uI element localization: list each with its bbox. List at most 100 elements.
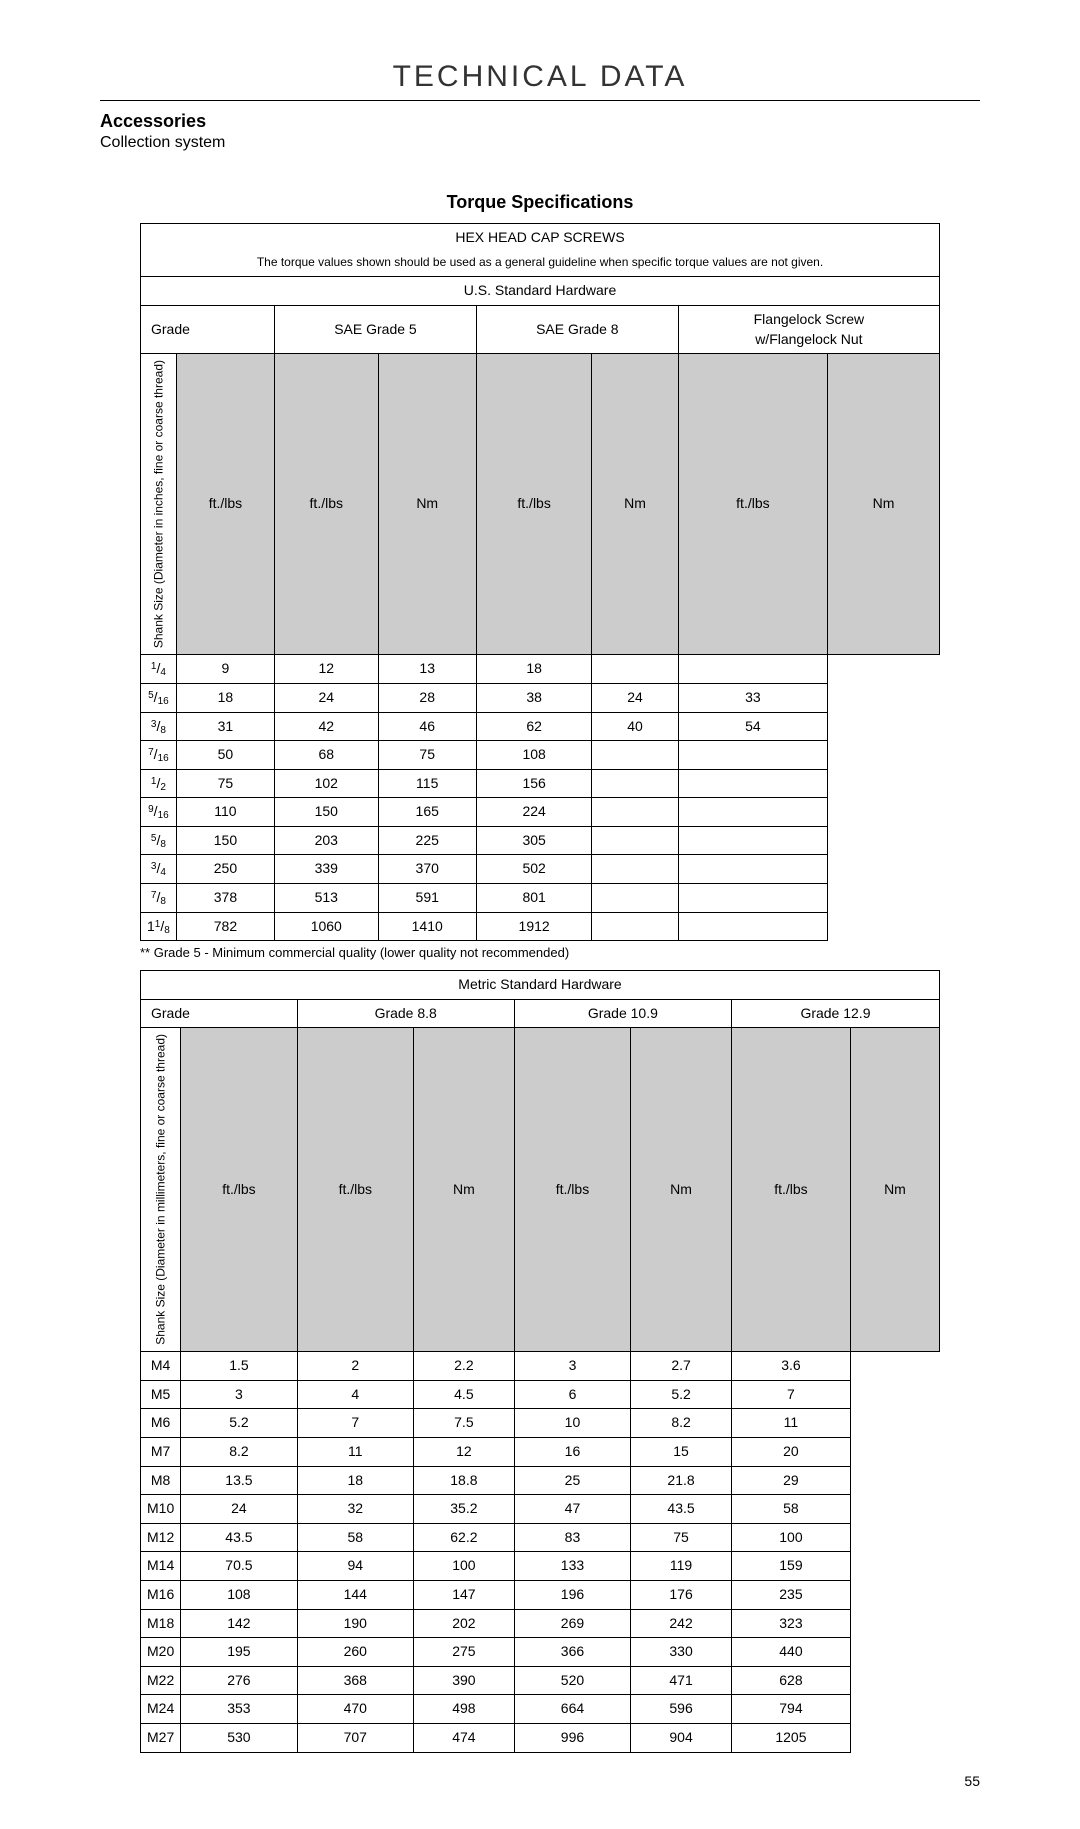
table-row: 5/8150203225305 <box>141 826 940 855</box>
table-cell: 7/8 <box>141 884 177 913</box>
metric-col-109: Grade 10.9 <box>514 999 731 1028</box>
table-cell: 24 <box>181 1495 297 1524</box>
title-rule <box>100 100 980 101</box>
table-cell: 33 <box>678 683 827 712</box>
table-cell: M24 <box>141 1695 181 1724</box>
table-row: M18142190202269242323 <box>141 1609 940 1638</box>
table-cell: M5 <box>141 1380 181 1409</box>
table-cell: 513 <box>275 884 378 913</box>
table-cell: 54 <box>678 712 827 741</box>
unit-cell: ft./lbs <box>297 1028 413 1352</box>
table-cell: 147 <box>413 1580 514 1609</box>
table-cell: M12 <box>141 1523 181 1552</box>
table-cell: 35.2 <box>413 1495 514 1524</box>
table-cell: 4 <box>297 1380 413 1409</box>
table-cell <box>592 912 678 941</box>
table-cell: 50 <box>176 741 274 770</box>
table-cell: 202 <box>413 1609 514 1638</box>
table-cell: 150 <box>275 798 378 827</box>
table-cell: 18.8 <box>413 1466 514 1495</box>
table-row: 9/16110150165224 <box>141 798 940 827</box>
table-cell <box>592 826 678 855</box>
table-cell: 520 <box>514 1666 630 1695</box>
table-cell: 11 <box>731 1409 850 1438</box>
us-footnote: ** Grade 5 - Minimum commercial quality … <box>140 945 940 960</box>
table-cell: 62.2 <box>413 1523 514 1552</box>
table-cell: 43.5 <box>181 1523 297 1552</box>
table-cell: 46 <box>378 712 476 741</box>
table-row: M22276368390520471628 <box>141 1666 940 1695</box>
table-cell: 5.2 <box>631 1380 732 1409</box>
unit-cell: Nm <box>592 354 678 655</box>
table-row: 7/16506875108 <box>141 741 940 770</box>
metric-section: Metric Standard Hardware <box>141 971 940 1000</box>
table-cell: 100 <box>413 1552 514 1581</box>
table-cell <box>592 798 678 827</box>
table-cell: 42 <box>275 712 378 741</box>
table-row: M275307074749969041205 <box>141 1723 940 1752</box>
table-cell: 3 <box>514 1352 630 1381</box>
table-cell: M10 <box>141 1495 181 1524</box>
table-cell: 115 <box>378 769 476 798</box>
accessories-heading: Accessories <box>100 111 980 132</box>
table-cell: M7 <box>141 1438 181 1467</box>
table-row: M813.51818.82521.829 <box>141 1466 940 1495</box>
table-cell: 794 <box>731 1695 850 1724</box>
table-cell: 24 <box>275 683 378 712</box>
table-cell: 144 <box>297 1580 413 1609</box>
table-row: M24353470498664596794 <box>141 1695 940 1724</box>
table-row: M1243.55862.28375100 <box>141 1523 940 1552</box>
metric-units-row: Shank Size (Diameter in millimeters, fin… <box>141 1028 940 1352</box>
table-cell: 10 <box>514 1409 630 1438</box>
table-cell: 474 <box>413 1723 514 1752</box>
table-cell: 11/8 <box>141 912 177 941</box>
table-cell: 269 <box>514 1609 630 1638</box>
table-cell: 440 <box>731 1638 850 1667</box>
table-cell: 7.5 <box>413 1409 514 1438</box>
table-cell: 370 <box>378 855 476 884</box>
us-title: HEX HEAD CAP SCREWS <box>141 224 940 252</box>
table-cell <box>592 855 678 884</box>
table-cell: 94 <box>297 1552 413 1581</box>
us-grade-label: Grade <box>141 305 275 353</box>
unit-cell: ft./lbs <box>275 354 378 655</box>
unit-cell: ft./lbs <box>514 1028 630 1352</box>
table-cell: 75 <box>631 1523 732 1552</box>
table-cell: M18 <box>141 1609 181 1638</box>
us-col-sae8: SAE Grade 8 <box>476 305 678 353</box>
us-col-sae5: SAE Grade 5 <box>275 305 477 353</box>
table-cell: M8 <box>141 1466 181 1495</box>
metric-side-label: Shank Size (Diameter in millimeters, fin… <box>141 1028 181 1352</box>
table-cell: 3/4 <box>141 855 177 884</box>
table-cell: 156 <box>476 769 591 798</box>
table-cell <box>678 769 827 798</box>
table-cell: 3.6 <box>731 1352 850 1381</box>
table-row: M5344.565.27 <box>141 1380 940 1409</box>
table-cell: 378 <box>176 884 274 913</box>
unit-cell: ft./lbs <box>731 1028 850 1352</box>
table-cell: 18 <box>476 655 591 684</box>
table-cell: 4.5 <box>413 1380 514 1409</box>
table-cell: 165 <box>378 798 476 827</box>
table-cell: 707 <box>297 1723 413 1752</box>
table-cell: 1912 <box>476 912 591 941</box>
table-cell: 225 <box>378 826 476 855</box>
table-row: 3/8314246624054 <box>141 712 940 741</box>
table-cell: 470 <box>297 1695 413 1724</box>
table-cell: 68 <box>275 741 378 770</box>
table-cell: 7 <box>731 1380 850 1409</box>
unit-cell: Nm <box>850 1028 939 1352</box>
unit-cell: ft./lbs <box>476 354 591 655</box>
table-cell: 16 <box>514 1438 630 1467</box>
table-row: M65.277.5108.211 <box>141 1409 940 1438</box>
metric-grade-label: Grade <box>141 999 298 1028</box>
table-cell: 196 <box>514 1580 630 1609</box>
table-cell: 6 <box>514 1380 630 1409</box>
table-cell: 2.2 <box>413 1352 514 1381</box>
table-cell: 18 <box>176 683 274 712</box>
table-cell: 31 <box>176 712 274 741</box>
unit-cell: ft./lbs <box>678 354 827 655</box>
table-cell: 176 <box>631 1580 732 1609</box>
table-cell: 13 <box>378 655 476 684</box>
table-cell <box>592 884 678 913</box>
